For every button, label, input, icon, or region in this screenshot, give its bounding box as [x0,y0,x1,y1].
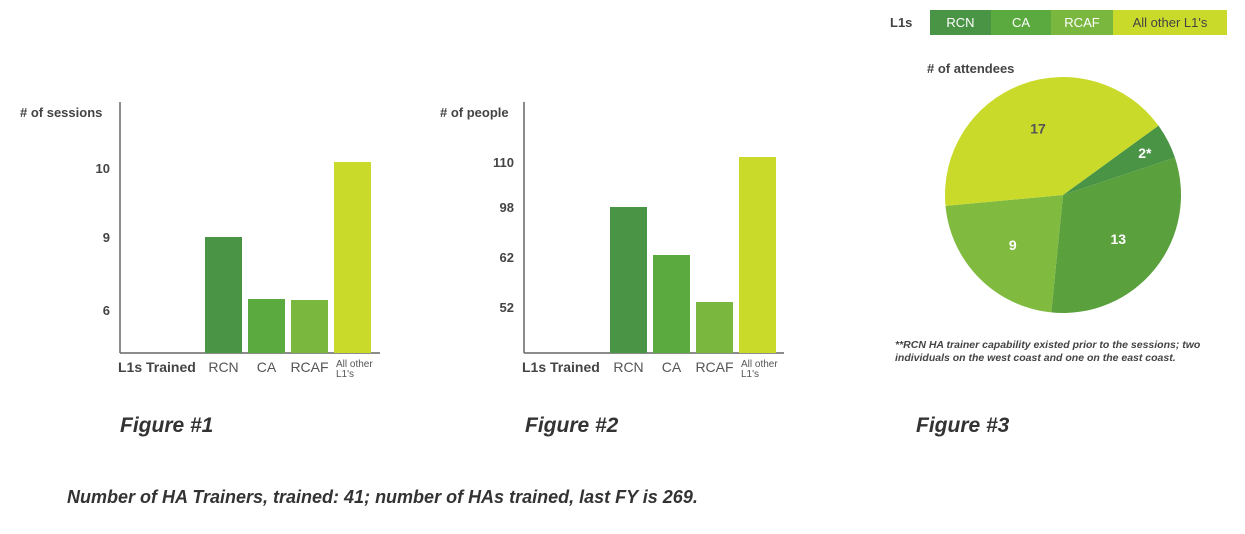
pie-footnote: **RCN HA trainer capability existed prio… [895,339,1201,364]
y-tick-label: 110 [493,155,514,170]
bar-chart-sessions: # of sessions 10 9 6 L1s Trained RCN CA RCAF… [20,102,380,380]
x-tick-label: CA [662,359,682,375]
x-tick-label: RCN [208,359,238,375]
legend-item-rcn: RCN [930,10,991,35]
bar-rcn [205,237,242,353]
pie-slice-label: 9 [1009,237,1017,253]
pie-slice-ca [1051,157,1182,313]
bar-ca [653,255,690,353]
y-tick-label: 62 [500,250,514,265]
y-tick-label: 52 [500,300,514,315]
pie-slice-rcn [1063,125,1175,195]
pie-legend: L1s RCN CA RCAF All other L1's [888,10,1227,35]
x-axis-label: L1s Trained [118,359,196,375]
x-tick-label: RCAF [290,359,328,375]
x-tick-label: L1's [741,369,759,380]
y-tick-label: 9 [103,230,110,245]
x-tick-label: All other [741,359,778,370]
x-axis-label: L1s Trained [522,359,600,375]
x-tick-label: CA [257,359,277,375]
bar-chart-people: # of people 110 98 62 52 L1s Trained RCN CA R… [440,102,784,380]
bar-rcn [610,207,647,353]
summary-text: Number of HA Trainers, trained: 41; numb… [67,487,698,507]
bar-all-other-l1-s [334,162,371,353]
bar-ca [248,299,285,353]
pie-slice-all-other-l1-s [945,77,1159,206]
legend-title: L1s [890,15,913,30]
figure-1-caption: Figure #1 [120,414,214,437]
y-tick-label: 10 [96,161,110,176]
pie-slice-rcaf [945,195,1063,313]
figure-2-caption: Figure #2 [525,414,619,437]
y-tick-label: 6 [103,303,110,318]
y-tick-label: 98 [500,200,514,215]
pie-slice-label: 13 [1111,231,1127,247]
x-tick-label: L1's [336,369,354,380]
pie-slice-label: 2* [1138,145,1152,161]
pie-chart-attendees: # of attendees 2* 13 9 17 [927,61,1182,313]
pie-title: # of attendees [927,61,1014,76]
legend-item-rcaf: RCAF [1051,10,1113,35]
bar-all-other-l1-s [739,157,776,353]
y-axis-label: # of sessions [20,105,102,120]
x-tick-label: RCAF [695,359,733,375]
bar-rcaf [696,302,733,353]
x-tick-label: All other [336,359,373,370]
y-axis-label: # of people [440,105,509,120]
legend-item-ca: CA [991,10,1051,35]
bar-rcaf [291,300,328,353]
figure-3-caption: Figure #3 [916,414,1010,437]
x-tick-label: RCN [613,359,643,375]
pie-slice-label: 17 [1030,121,1046,137]
legend-item-all-other: All other L1's [1113,10,1227,35]
